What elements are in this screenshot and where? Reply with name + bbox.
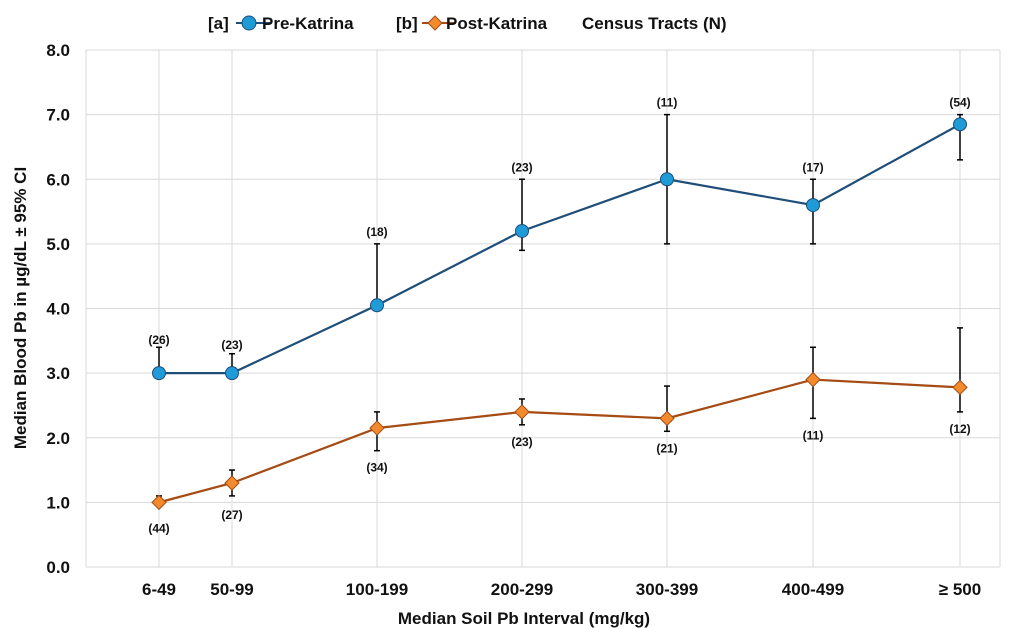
data-point	[514, 404, 530, 420]
x-axis-ticks: 6-49 50-99 100-199 200-299 300-399 400-499 ≥ 5…	[142, 580, 981, 599]
legend: [a] Pre-Katrina [b] Post-Katrina Census …	[208, 14, 727, 33]
x-tick-label: 400-499	[782, 580, 844, 599]
n-label: (12)	[949, 422, 970, 436]
x-tick-label: 300-399	[636, 580, 698, 599]
n-label: (23)	[221, 338, 242, 352]
y-tick-label: 6.0	[46, 170, 70, 189]
data-point	[806, 198, 820, 213]
data-point	[515, 223, 529, 238]
y-tick-label: 1.0	[46, 493, 70, 512]
x-tick-label: 50-99	[210, 580, 253, 599]
x-tick-label: ≥ 500	[939, 580, 981, 599]
legend-label-pre: Pre-Katrina	[262, 14, 354, 33]
data-point	[953, 117, 967, 132]
n-label: (21)	[656, 441, 677, 455]
legend-label-post: Post-Katrina	[446, 14, 548, 33]
data-point	[369, 420, 385, 436]
n-label: (54)	[949, 96, 970, 110]
data-point	[151, 494, 167, 511]
y-tick-label: 5.0	[46, 235, 70, 254]
n-label: (27)	[221, 508, 242, 522]
series-post-katrina: (44) (27) (34) (23) (21) (11) (12)	[148, 327, 971, 535]
data-point	[152, 366, 166, 381]
data-point	[659, 410, 675, 427]
n-label: (34)	[366, 461, 387, 475]
series-layer: (26) (23) (18) (23) (11) (17) (54) (44) (27) (34)…	[148, 96, 970, 536]
data-point	[224, 475, 240, 491]
x-tick-label: 100-199	[346, 580, 408, 599]
legend-census-tracts: Census Tracts (N)	[582, 14, 727, 33]
x-tick-label: 200-299	[491, 580, 553, 599]
n-label: (17)	[802, 160, 823, 174]
series-pre-katrina: (26) (23) (18) (23) (11) (17) (54)	[148, 96, 971, 381]
n-label: (11)	[803, 428, 824, 442]
y-tick-label: 2.0	[46, 429, 70, 448]
x-axis-label: Median Soil Pb Interval (mg/kg)	[398, 609, 650, 628]
y-tick-label: 3.0	[46, 364, 70, 383]
series-line	[158, 378, 961, 504]
data-point	[225, 366, 239, 381]
n-label: (18)	[366, 225, 387, 239]
grid-lines	[85, 49, 1001, 568]
data-point	[660, 172, 674, 187]
series-line	[159, 123, 961, 375]
legend-prefix-b: [b]	[396, 14, 418, 33]
y-tick-label: 0.0	[46, 558, 70, 577]
legend-marker-post	[427, 15, 443, 31]
n-label: (26)	[148, 333, 169, 347]
y-axis-ticks: 0.0 1.0 2.0 3.0 4.0 5.0 6.0 7.0 8.0	[46, 41, 70, 577]
y-axis-label: Median Blood Pb in µg/dL ± 95% CI	[11, 167, 30, 449]
y-tick-label: 8.0	[46, 41, 70, 60]
n-label: (44)	[148, 521, 169, 535]
legend-marker-pre	[241, 15, 257, 31]
n-label: (23)	[511, 160, 532, 174]
y-tick-label: 7.0	[46, 106, 70, 125]
data-point	[805, 371, 821, 388]
y-tick-label: 4.0	[46, 300, 70, 319]
data-point	[952, 379, 968, 396]
n-label: (23)	[511, 435, 532, 449]
x-tick-label: 6-49	[142, 580, 176, 599]
legend-prefix-a: [a]	[208, 14, 229, 33]
n-label: (11)	[657, 96, 678, 110]
data-point	[370, 298, 384, 313]
